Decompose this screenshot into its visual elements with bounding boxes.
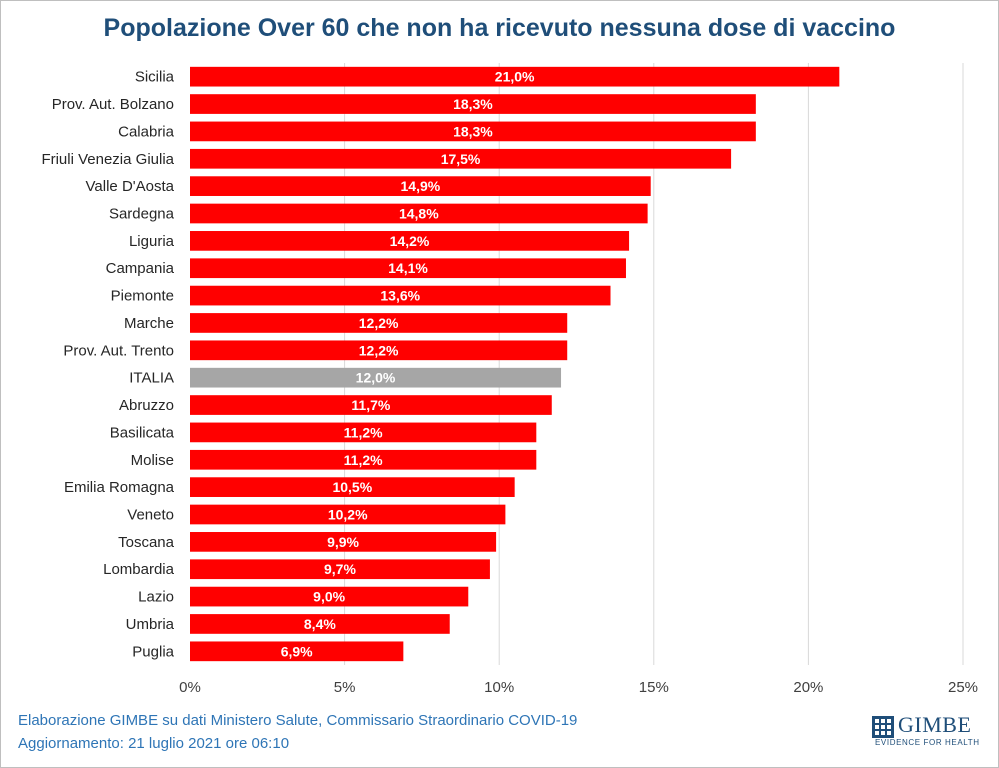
category-label: Lazio	[138, 589, 174, 606]
bar	[190, 313, 568, 333]
bar	[190, 121, 756, 142]
category-label: Sardegna	[109, 206, 175, 223]
data-label: 9,7%	[324, 561, 356, 577]
category-label: Toscana	[118, 534, 175, 551]
bar	[190, 148, 732, 169]
data-label: 12,2%	[359, 315, 399, 331]
data-label: 11,2%	[344, 424, 383, 440]
source-note: Elaborazione GIMBE su dati Ministero Sal…	[18, 712, 578, 729]
category-label: Piemonte	[111, 288, 174, 305]
bar	[190, 176, 651, 196]
category-label: Calabria	[118, 123, 175, 140]
logo-name: GIMBE	[898, 712, 972, 737]
category-label: Prov. Aut. Trento	[63, 342, 174, 359]
category-label: Puglia	[132, 643, 174, 660]
gimbe-grid-icon	[872, 716, 894, 738]
data-label: 11,7%	[351, 397, 390, 413]
x-tick-label: 20%	[793, 679, 823, 696]
data-label: 10,2%	[328, 507, 368, 523]
x-tick-label: 25%	[948, 679, 978, 696]
category-label: Molise	[131, 452, 174, 469]
data-label: 14,8%	[399, 206, 439, 222]
data-label: 18,3%	[453, 96, 493, 112]
category-label: Veneto	[127, 507, 174, 524]
data-label: 6,9%	[281, 643, 313, 659]
category-label: Abruzzo	[119, 397, 174, 414]
bar	[190, 231, 630, 251]
category-label: Emilia Romagna	[64, 479, 175, 496]
category-label: Prov. Aut. Bolzano	[52, 96, 174, 113]
x-tick-label: 15%	[639, 679, 669, 696]
bar	[190, 504, 506, 525]
category-label: Liguria	[129, 233, 175, 250]
x-tick-label: 10%	[484, 679, 514, 696]
category-label: Campania	[106, 260, 175, 277]
category-label: Sicilia	[135, 69, 175, 86]
bar	[190, 66, 840, 87]
bar	[190, 340, 568, 361]
data-label: 11,2%	[344, 452, 383, 468]
bar	[190, 258, 626, 279]
bar	[190, 586, 469, 607]
data-label: 18,3%	[453, 123, 493, 139]
category-label: Valle D'Aosta	[86, 178, 175, 195]
bar	[190, 641, 404, 662]
category-label: Lombardia	[103, 561, 175, 578]
bar	[190, 614, 450, 634]
bar	[190, 559, 490, 580]
bar	[190, 395, 552, 415]
bar	[190, 449, 537, 470]
bar	[190, 285, 611, 306]
x-tick-label: 5%	[334, 679, 356, 696]
data-label: 10,5%	[332, 479, 372, 495]
data-label: 9,9%	[327, 534, 359, 550]
update-note: Aggiornamento: 21 luglio 2021 ore 06:10	[18, 735, 290, 752]
bar	[190, 203, 648, 224]
logo-tagline: EVIDENCE FOR HEALTH	[875, 738, 980, 747]
data-label: 14,9%	[401, 178, 441, 194]
category-label: ITALIA	[129, 370, 174, 387]
data-label: 21,0%	[495, 69, 535, 85]
data-label: 8,4%	[304, 616, 336, 632]
data-label: 13,6%	[380, 288, 420, 304]
chart-title: Popolazione Over 60 che non ha ricevuto …	[103, 14, 896, 42]
bar	[190, 422, 537, 443]
category-label: Friuli Venezia Giulia	[41, 151, 174, 168]
data-label: 9,0%	[313, 589, 345, 605]
gimbe-logo: GIMBE EVIDENCE FOR HEALTH	[872, 712, 984, 750]
x-tick-label: 0%	[179, 679, 201, 696]
data-label: 14,1%	[388, 260, 428, 276]
data-label: 12,2%	[359, 342, 399, 358]
bar	[190, 532, 497, 552]
data-label: 12,0%	[356, 370, 396, 386]
bar-highlight	[190, 367, 562, 388]
bar	[190, 477, 515, 497]
category-label: Marche	[124, 315, 174, 332]
bar	[190, 94, 756, 114]
data-label: 14,2%	[390, 233, 430, 249]
data-label: 17,5%	[441, 151, 481, 167]
category-label: Basilicata	[110, 424, 175, 441]
category-label: Umbria	[126, 616, 175, 633]
